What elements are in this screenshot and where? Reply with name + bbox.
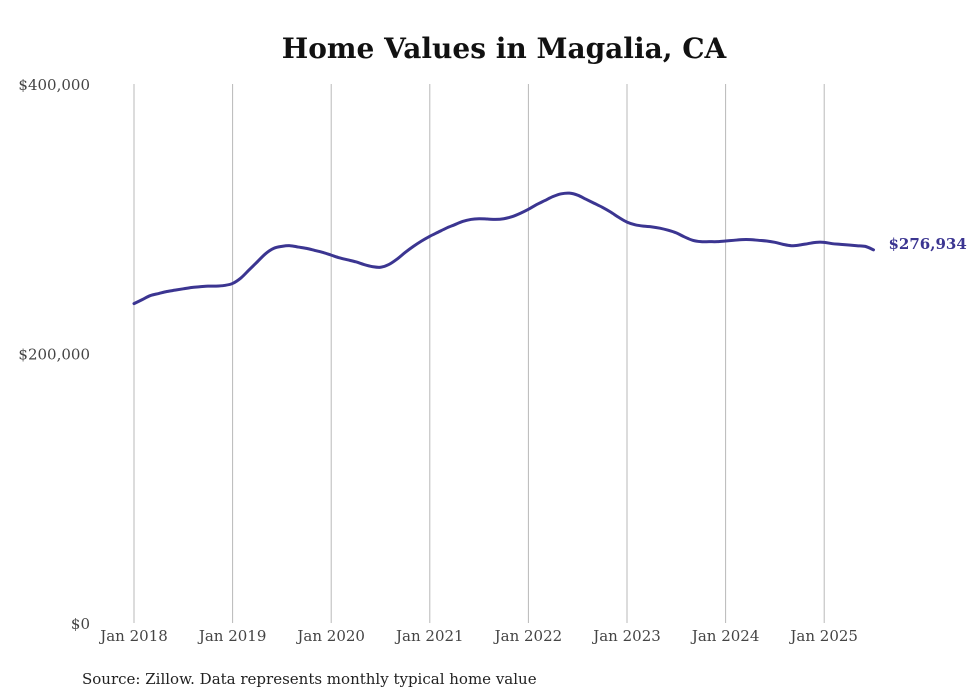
x-tick-label: Jan 2018 (98, 627, 168, 645)
x-tick-label: Jan 2021 (394, 627, 464, 645)
x-tick-label: Jan 2022 (493, 627, 563, 645)
y-tick-label: $400,000 (18, 76, 90, 94)
y-axis-ticks: $0 $200,000 $400,000 (18, 76, 90, 633)
series-line (132, 191, 875, 306)
x-axis-ticks: Jan 2018 Jan 2019 Jan 2020 Jan 2021 Jan 2022… (98, 627, 858, 645)
x-tick-label: Jan 2024 (690, 627, 760, 645)
x-tick-label: Jan 2023 (591, 627, 661, 645)
chart-title: Home Values in Magalia, CA (282, 32, 728, 65)
x-tick-label: Jan 2019 (197, 627, 267, 645)
x-tick-label: Jan 2020 (295, 627, 365, 645)
series-layer (132, 191, 875, 306)
x-tick-label: Jan 2025 (788, 627, 858, 645)
y-tick-label: $0 (71, 615, 90, 633)
source-note: Source: Zillow. Data represents monthly … (82, 670, 537, 688)
y-tick-label: $200,000 (18, 346, 90, 364)
gridlines (133, 84, 825, 623)
end-value-label: $276,934 (889, 235, 967, 253)
